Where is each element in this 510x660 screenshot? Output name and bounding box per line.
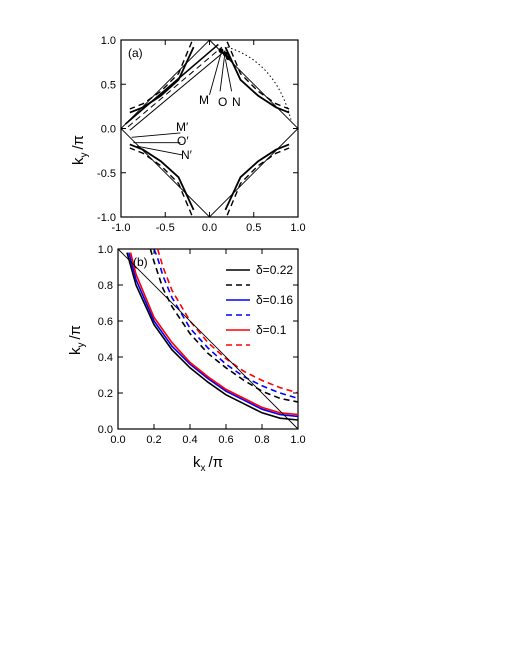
label-leader-2 xyxy=(224,59,233,92)
label-leader-0 xyxy=(209,53,222,95)
panel-b-x-axis-label: kx/π xyxy=(193,454,223,474)
panel-b-xtick-label: 0.2 xyxy=(146,434,161,446)
panel-a-curves xyxy=(120,39,299,218)
panel-a-ylabel-sub: y xyxy=(79,153,90,158)
panel-b-xtick-label: 0.0 xyxy=(110,434,125,446)
panel-a-ytick-label: -1.0 xyxy=(97,212,116,224)
label-leader-1 xyxy=(219,55,225,92)
cut-point-marker-0 xyxy=(218,48,224,54)
panel-b-xlabel-unit: /π xyxy=(208,454,223,471)
pocket-arc-1-1 xyxy=(129,41,193,110)
cut-point-marker-1 xyxy=(223,51,228,57)
panel-b-ylabel-unit: /π xyxy=(67,325,84,340)
panel-a-xtick-label: 0.5 xyxy=(246,222,261,234)
panel-b-xtick-label: 1.0 xyxy=(290,434,305,446)
series-line-4 xyxy=(129,252,299,416)
panel-b-xlabel-sub: x xyxy=(200,463,205,474)
pocket-arc-1-3 xyxy=(226,147,290,216)
legend-item-2: δ=0.16 xyxy=(226,293,293,307)
series-line-6 xyxy=(117,248,299,430)
svg-text:ky/π: ky/π xyxy=(70,135,90,165)
panel-b-ytick-label: 1.0 xyxy=(98,244,113,256)
panel-b-ytick-label: 0.2 xyxy=(98,388,113,400)
label-leader-5 xyxy=(136,145,184,156)
panel-b-ytick-label: 0.8 xyxy=(98,280,113,292)
legend-item-0: δ=0.22 xyxy=(226,263,293,277)
dotted-guide-arc xyxy=(227,46,292,120)
pocket-arc-1-0 xyxy=(226,41,290,110)
cut-line-2 xyxy=(129,50,226,131)
panel-b-ytick-label: 0.6 xyxy=(98,316,113,328)
legend-label-4: δ=0.1 xyxy=(256,323,287,337)
panel-a-ylabel-k: k xyxy=(70,157,87,165)
panel-b-ytick-label: 0.4 xyxy=(98,352,113,364)
label-leader-3 xyxy=(131,132,181,138)
panel-b-xtick-label: 0.4 xyxy=(182,434,197,446)
panel-a-ytick-label: 0.0 xyxy=(101,124,116,136)
cut-line-1 xyxy=(127,46,223,128)
panel-a-fermi-surface: -1.0 -0.5 0.0 0.5 1.0 -1.0 -0.5 0.0 0.5 1.0 (a) M… xyxy=(70,35,306,234)
cut-point-marker-2 xyxy=(225,55,231,61)
cut-line-0 xyxy=(124,43,219,125)
panel-a-ytick-label: 0.5 xyxy=(101,79,116,91)
panel-a-ylabel-unit: /π xyxy=(70,135,87,150)
panel-b-ylabel-k: k xyxy=(67,347,84,355)
point-label-N-prime: N′ xyxy=(181,148,193,162)
legend-label-2: δ=0.16 xyxy=(256,293,293,307)
panel-b-legend: δ=0.22 δ=0.16 δ=0.1 xyxy=(226,263,293,346)
panel-a-label: (a) xyxy=(128,46,143,60)
pocket-arc-1-2 xyxy=(129,147,193,216)
panel-a-xtick-label: -1.0 xyxy=(112,222,131,234)
pocket-arc-0-1 xyxy=(129,46,195,114)
panel-a-ytick-label: -0.5 xyxy=(97,168,116,180)
panel-a-frame xyxy=(120,39,299,218)
panel-a-y-axis-label: ky/π xyxy=(70,135,90,165)
panel-b-pocket-curves: 0.0 0.2 0.4 0.6 0.8 1.0 0.0 0.2 0.4 0.6 0.8 1.0 (b)… xyxy=(67,244,306,474)
panel-a-xtick-label: 0.0 xyxy=(202,222,217,234)
panel-b-y-axis-label: ky/π xyxy=(67,325,87,355)
panel-a-ytick-label: 1.0 xyxy=(101,35,116,47)
point-label-M: M xyxy=(199,93,209,107)
panel-b-ticks: 0.0 0.2 0.4 0.6 0.8 1.0 0.0 0.2 0.4 0.6 0.8 1.0 xyxy=(98,244,306,446)
pocket-arc-0-2 xyxy=(129,143,195,211)
svg-text:kx/π: kx/π xyxy=(193,454,223,474)
panel-b-ytick-label: 0.0 xyxy=(98,424,113,436)
panel-b-xtick-label: 0.6 xyxy=(218,434,233,446)
point-label-O: O xyxy=(218,95,227,109)
zone-boundary-diamond xyxy=(120,39,299,218)
series-line-1 xyxy=(149,248,299,403)
panel-a-xtick-label: 1.0 xyxy=(290,222,305,234)
series-line-0 xyxy=(126,252,299,421)
series-line-5 xyxy=(156,248,299,394)
panel-b-ylabel-sub: y xyxy=(76,343,87,348)
point-label-N: N xyxy=(232,95,241,109)
panel-b-curves xyxy=(117,248,299,430)
pocket-arc-0-3 xyxy=(224,143,290,211)
panel-b-xtick-label: 0.8 xyxy=(254,434,269,446)
series-line-3 xyxy=(153,248,299,400)
panel-a-ticks: -1.0 -0.5 0.0 0.5 1.0 -1.0 -0.5 0.0 0.5 1.0 xyxy=(97,35,306,234)
point-label-O-prime: O′ xyxy=(177,134,189,148)
legend-label-0: δ=0.22 xyxy=(256,263,293,277)
series-line-2 xyxy=(128,252,299,418)
svg-text:ky/π: ky/π xyxy=(67,325,87,355)
panel-b-frame xyxy=(117,248,299,430)
panel-b-xlabel-k: k xyxy=(193,454,201,471)
legend-item-4: δ=0.1 xyxy=(226,323,287,337)
panel-b-label: (b) xyxy=(133,255,148,269)
panel-a-xtick-label: -0.5 xyxy=(156,222,175,234)
point-label-M-prime: M′ xyxy=(176,120,189,134)
pocket-arc-0-0 xyxy=(224,46,290,114)
